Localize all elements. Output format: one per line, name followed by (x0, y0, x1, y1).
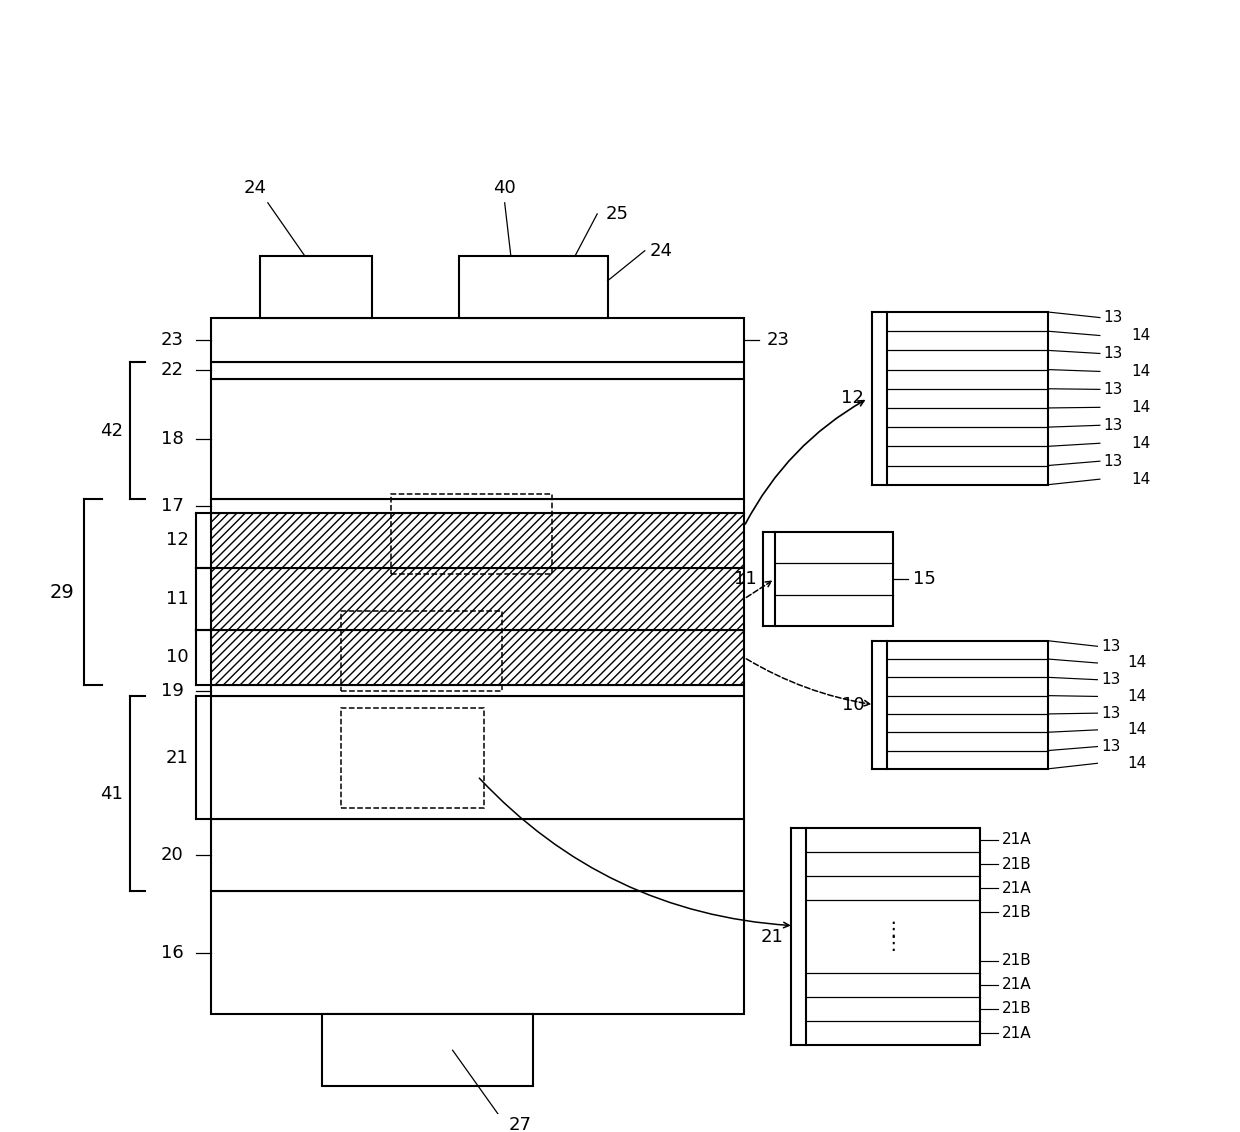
Text: 21B: 21B (1002, 953, 1032, 968)
Bar (391, 494, 552, 574)
Text: 15: 15 (913, 569, 935, 588)
Text: 29: 29 (50, 583, 74, 602)
Text: 21B: 21B (1002, 1002, 1032, 1017)
Bar (459, 256, 608, 318)
Text: 21A: 21A (1002, 881, 1032, 895)
Text: 27: 27 (508, 1116, 532, 1132)
Bar (775, 532, 893, 626)
Text: 18: 18 (161, 430, 184, 448)
Text: 14: 14 (1127, 655, 1147, 670)
Bar (211, 362, 744, 379)
Bar (211, 818, 744, 891)
Text: 24: 24 (244, 179, 267, 197)
Bar (341, 708, 484, 808)
Text: 40: 40 (494, 179, 516, 197)
Text: 21A: 21A (1002, 977, 1032, 993)
Text: 24: 24 (650, 242, 673, 259)
Bar (806, 827, 980, 1045)
Bar (887, 312, 1048, 484)
Text: 13: 13 (1104, 381, 1123, 397)
Text: 21B: 21B (1002, 904, 1032, 920)
Text: 23: 23 (160, 331, 184, 349)
Text: 14: 14 (1131, 436, 1151, 451)
Text: 13: 13 (1104, 346, 1123, 361)
Text: 13: 13 (1101, 638, 1121, 654)
Bar (211, 568, 744, 629)
Bar (211, 499, 744, 513)
Text: 13: 13 (1101, 672, 1121, 687)
Text: 10: 10 (166, 649, 188, 667)
Text: 42: 42 (99, 422, 123, 439)
Text: ⋮: ⋮ (883, 920, 903, 938)
Text: 21: 21 (166, 748, 188, 766)
Text: 14: 14 (1131, 328, 1151, 343)
Text: 13: 13 (1101, 739, 1121, 754)
Text: 14: 14 (1127, 722, 1147, 737)
Text: 11: 11 (734, 569, 756, 588)
Bar (211, 379, 744, 499)
Text: 14: 14 (1131, 363, 1151, 379)
Bar (887, 641, 1048, 769)
Text: ⋮: ⋮ (883, 934, 903, 953)
Text: 21: 21 (761, 927, 784, 945)
Text: 21A: 21A (1002, 832, 1032, 848)
Text: 12: 12 (842, 389, 864, 408)
Text: 13: 13 (1104, 310, 1123, 325)
Text: 22: 22 (160, 361, 184, 379)
Bar (211, 513, 744, 568)
Bar (211, 685, 744, 696)
Text: 20: 20 (161, 847, 184, 864)
Text: 21B: 21B (1002, 857, 1032, 872)
Text: 14: 14 (1127, 689, 1147, 704)
Text: 13: 13 (1104, 418, 1123, 432)
Text: 13: 13 (1101, 705, 1121, 721)
Text: 14: 14 (1131, 400, 1151, 414)
Text: 21A: 21A (1002, 1026, 1032, 1040)
Text: 12: 12 (166, 531, 188, 549)
Text: 16: 16 (161, 944, 184, 962)
Bar (211, 891, 744, 1014)
Bar (211, 318, 744, 362)
Bar (211, 696, 744, 818)
Text: 10: 10 (842, 696, 864, 714)
Text: 14: 14 (1131, 472, 1151, 487)
Text: 19: 19 (161, 681, 184, 700)
Text: 14: 14 (1127, 756, 1147, 771)
Text: 23: 23 (766, 331, 790, 349)
Text: 13: 13 (1104, 454, 1123, 469)
Bar (260, 256, 372, 318)
Text: 11: 11 (166, 590, 188, 608)
Text: 17: 17 (161, 497, 184, 515)
Bar (211, 629, 744, 685)
Text: 41: 41 (100, 784, 123, 803)
Bar (322, 1014, 533, 1087)
Text: 25: 25 (606, 205, 629, 223)
Bar (341, 610, 502, 691)
